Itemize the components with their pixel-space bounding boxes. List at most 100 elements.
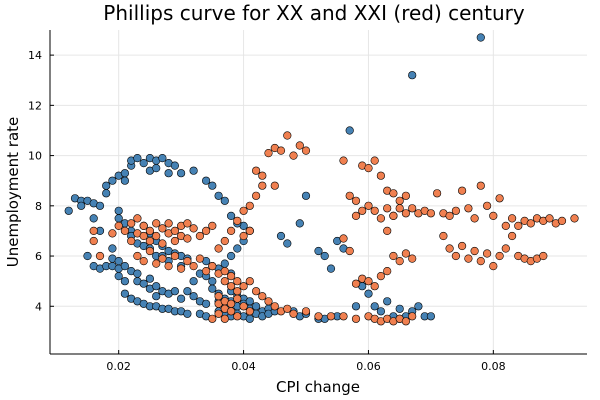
x-tick-label: 0.06 [356, 360, 381, 373]
data-point [395, 304, 404, 313]
data-point [376, 307, 386, 316]
data-point [283, 304, 292, 313]
data-point [220, 314, 229, 323]
data-point [345, 246, 354, 256]
data-point [158, 239, 167, 248]
data-point [220, 259, 229, 268]
data-point [289, 151, 298, 160]
data-point [152, 219, 161, 228]
data-point [289, 309, 298, 318]
data-point [451, 206, 461, 215]
y-tick-label: 4 [35, 300, 42, 313]
data-point [370, 206, 379, 215]
data-point [264, 297, 273, 306]
data-point [189, 277, 198, 286]
data-point [476, 33, 485, 42]
data-point [458, 241, 467, 251]
data-point [245, 297, 254, 306]
data-point [89, 236, 98, 246]
data-point [408, 254, 417, 263]
data-point [227, 272, 236, 281]
data-point [351, 211, 361, 220]
data-point [383, 267, 392, 276]
data-point [458, 186, 467, 195]
data-point [208, 262, 217, 271]
data-point [245, 201, 254, 210]
data-point [326, 264, 336, 273]
data-point [514, 221, 523, 230]
data-point [258, 292, 267, 301]
data-point [233, 277, 242, 286]
data-point [152, 231, 161, 241]
data-point [276, 231, 286, 241]
series-1 [89, 131, 579, 326]
data-point [202, 226, 211, 235]
data-point [220, 236, 229, 246]
data-point [202, 299, 211, 308]
points-layer [64, 33, 579, 326]
data-point [183, 219, 192, 228]
data-point [227, 282, 236, 291]
data-point [208, 314, 217, 323]
data-point [545, 214, 554, 223]
series-0 [64, 33, 485, 323]
data-point [395, 257, 404, 266]
data-point [64, 206, 73, 215]
data-point [345, 126, 354, 135]
y-tick-label: 6 [35, 250, 42, 263]
data-point [339, 156, 348, 165]
data-point [351, 314, 361, 323]
data-point [114, 206, 123, 215]
data-point [102, 189, 111, 198]
data-point [214, 191, 223, 200]
data-point [401, 317, 411, 326]
data-point [539, 251, 548, 261]
data-point [370, 156, 379, 165]
data-point [152, 292, 161, 301]
data-point [158, 254, 167, 263]
data-point [426, 209, 436, 218]
data-point [170, 236, 179, 246]
data-point [120, 169, 129, 178]
data-point [195, 254, 204, 263]
data-point [145, 246, 154, 256]
data-point [301, 307, 311, 316]
data-point [245, 226, 254, 235]
data-point [202, 267, 211, 276]
data-point [127, 236, 136, 246]
data-point [120, 226, 129, 235]
data-point [489, 211, 498, 220]
data-point [570, 214, 579, 223]
data-point [501, 221, 510, 230]
data-point [364, 277, 373, 286]
data-point [208, 181, 217, 190]
data-point [227, 251, 236, 261]
data-point [507, 214, 517, 223]
data-point [376, 272, 386, 281]
data-point [258, 181, 267, 190]
data-point [389, 189, 398, 198]
data-point [376, 214, 386, 223]
data-point [227, 226, 236, 235]
data-point [133, 154, 142, 163]
ticks-layer: 0.02 0.04 0.06 0.08 4 6 8 10 12 14 [28, 49, 506, 373]
data-point [507, 231, 517, 241]
data-point [214, 309, 223, 318]
data-point [495, 251, 504, 261]
data-point [501, 244, 510, 253]
data-point [108, 229, 117, 238]
data-point [177, 294, 186, 303]
data-point [451, 251, 461, 261]
data-point [252, 191, 261, 200]
data-point [464, 204, 473, 213]
y-axis-label: Unemployment rate [4, 117, 22, 268]
data-point [183, 309, 192, 318]
data-point [339, 234, 348, 243]
data-point [283, 239, 292, 248]
x-tick-label: 0.04 [231, 360, 256, 373]
data-point [83, 251, 92, 261]
data-point [408, 204, 417, 213]
data-point [239, 302, 248, 311]
data-point [164, 262, 173, 271]
data-point [270, 302, 279, 311]
